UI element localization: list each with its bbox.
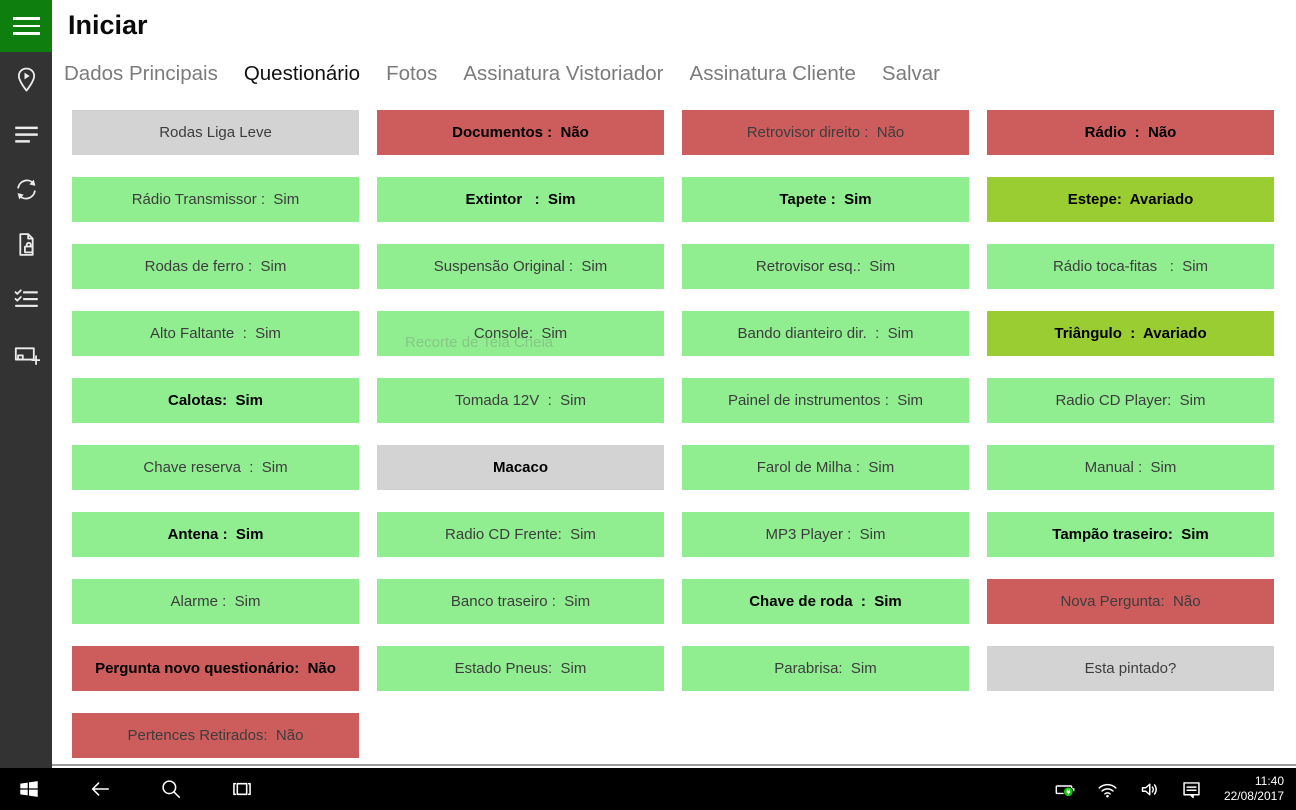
add-device-icon: [14, 347, 40, 365]
taskbar-left: [0, 768, 266, 810]
question-button[interactable]: Bando dianteiro dir. : Sim: [682, 311, 969, 356]
question-button[interactable]: Suspensão Original : Sim: [377, 244, 664, 289]
question-button[interactable]: Tomada 12V : Sim: [377, 378, 664, 423]
back-button[interactable]: [76, 768, 124, 810]
volume-button[interactable]: [1134, 768, 1166, 810]
question-button[interactable]: Farol de Milha : Sim: [682, 445, 969, 490]
question-column: Rodas Liga Leve Rádio Transmissor : Sim Ro…: [72, 110, 359, 780]
question-button[interactable]: Calotas: Sim: [72, 378, 359, 423]
clock-time: 11:40: [1254, 774, 1284, 788]
tab-dados-principais[interactable]: Dados Principais: [64, 62, 218, 85]
search-button[interactable]: [147, 768, 195, 810]
system-tray: 11:40 22/08/2017: [1050, 768, 1296, 810]
tab-questionário[interactable]: Questionário: [243, 62, 361, 85]
question-button[interactable]: Extintor : Sim: [377, 177, 664, 222]
search-icon: [162, 780, 181, 799]
task-view-button[interactable]: [218, 768, 266, 810]
question-button[interactable]: MP3 Player : Sim: [682, 512, 969, 557]
back-arrow-icon: [91, 782, 110, 796]
tab-fotos[interactable]: Fotos: [386, 62, 438, 85]
question-button[interactable]: Painel de instrumentos : Sim: [682, 378, 969, 423]
sidebar: [0, 0, 52, 768]
question-button[interactable]: Retrovisor esq.: Sim: [682, 244, 969, 289]
question-button[interactable]: Rádio : Não: [987, 110, 1274, 155]
question-button[interactable]: Banco traseiro : Sim: [377, 579, 664, 624]
question-button[interactable]: Rodas Liga Leve: [72, 110, 359, 155]
question-button[interactable]: Pertences Retirados: Não: [72, 713, 359, 758]
sync-icon: [16, 179, 36, 200]
sidebar-item-list[interactable]: [0, 107, 52, 162]
main-content: Iniciar Dados Principais Questionário Foto…: [52, 0, 1296, 766]
menu-icon: [12, 17, 40, 20]
question-column: Rádio : Não Estepe: Avariado Rádio toca-fi…: [987, 110, 1274, 780]
question-grid: Rodas Liga Leve Rádio Transmissor : Sim Ro…: [72, 110, 1274, 780]
location-pin-icon: [17, 67, 35, 92]
question-button[interactable]: Retrovisor direito : Não: [682, 110, 969, 155]
tab-assinatura-cliente[interactable]: Assinatura Cliente: [689, 62, 856, 85]
hamburger-menu-button[interactable]: [0, 0, 52, 52]
network-status-button[interactable]: [1092, 768, 1124, 810]
action-center-icon: [1183, 781, 1201, 798]
question-column: Retrovisor direito : Não Tapete : Sim Retr…: [682, 110, 969, 780]
taskbar-clock[interactable]: 11:40 22/08/2017: [1218, 774, 1290, 804]
question-button[interactable]: Estepe: Avariado: [987, 177, 1274, 222]
windows-logo-icon: [20, 781, 38, 797]
question-button[interactable]: Alarme : Sim: [72, 579, 359, 624]
speaker-icon: [1142, 783, 1158, 795]
sidebar-item-location[interactable]: [0, 52, 52, 107]
question-button[interactable]: Documentos : Não: [377, 110, 664, 155]
tab-assinatura-vistoriador[interactable]: Assinatura Vistoriador: [463, 62, 664, 85]
clock-date: 22/08/2017: [1223, 789, 1284, 803]
start-button[interactable]: [5, 768, 53, 810]
sidebar-item-secure-document[interactable]: [0, 217, 52, 272]
action-center-button[interactable]: [1176, 768, 1208, 810]
wifi-icon: [1098, 783, 1117, 797]
document-lock-icon: [18, 233, 34, 256]
question-button[interactable]: Tampão traseiro: Sim: [987, 512, 1274, 557]
question-button[interactable]: Chave de roda : Sim: [682, 579, 969, 624]
sidebar-item-sync[interactable]: [0, 162, 52, 217]
question-button[interactable]: Nova Pergunta: Não: [987, 579, 1274, 624]
question-button[interactable]: Triângulo : Avariado: [987, 311, 1274, 356]
question-button[interactable]: Parabrisa: Sim: [682, 646, 969, 691]
question-button[interactable]: Chave reserva : Sim: [72, 445, 359, 490]
sidebar-item-checklist[interactable]: [0, 272, 52, 327]
question-button[interactable]: Rádio Transmissor : Sim: [72, 177, 359, 222]
question-button[interactable]: Macaco: [377, 445, 664, 490]
page-title: Iniciar: [68, 10, 148, 40]
checklist-icon: [14, 289, 38, 307]
question-button[interactable]: Console: Sim: [377, 311, 664, 356]
tab-salvar[interactable]: Salvar: [881, 62, 940, 85]
question-button[interactable]: Rádio toca-fitas : Sim: [987, 244, 1274, 289]
question-button[interactable]: Radio CD Player: Sim: [987, 378, 1274, 423]
taskbar: 11:40 22/08/2017: [0, 768, 1296, 810]
question-button[interactable]: Estado Pneus: Sim: [377, 646, 664, 691]
question-button[interactable]: Radio CD Frente: Sim: [377, 512, 664, 557]
question-button[interactable]: Rodas de ferro : Sim: [72, 244, 359, 289]
tab-bar: Dados Principais Questionário Fotos Assinat…: [64, 62, 940, 86]
question-button[interactable]: Manual : Sim: [987, 445, 1274, 490]
sidebar-item-add-device[interactable]: [0, 327, 52, 382]
battery-status-button[interactable]: [1050, 768, 1082, 810]
task-view-icon: [233, 782, 251, 796]
question-button[interactable]: Alto Faltante : Sim: [72, 311, 359, 356]
question-column: Documentos : Não Extintor : Sim Suspensão …: [377, 110, 664, 780]
battery-charging-icon: [1056, 784, 1075, 797]
question-button[interactable]: Esta pintado?: [987, 646, 1274, 691]
list-lines-icon: [14, 126, 38, 143]
question-button[interactable]: Pergunta novo questionário: Não: [72, 646, 359, 691]
question-button[interactable]: Tapete : Sim: [682, 177, 969, 222]
question-button[interactable]: Antena : Sim: [72, 512, 359, 557]
